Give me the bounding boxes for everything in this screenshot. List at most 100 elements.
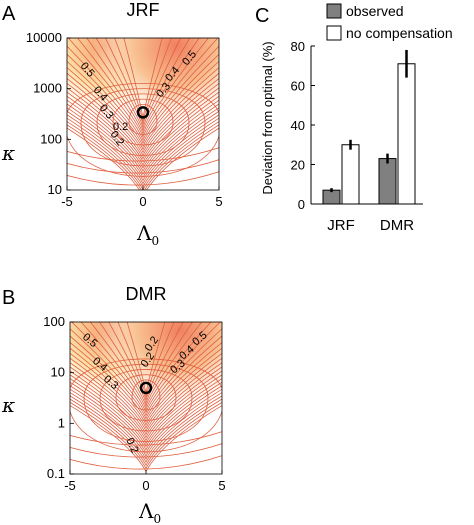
y-tick-label: 1 bbox=[58, 415, 65, 430]
legend-c: observed no compensation bbox=[326, 3, 453, 41]
legend-swatch-observed bbox=[326, 3, 342, 19]
contour-line bbox=[70, 443, 222, 458]
y-axis-label-a: κ bbox=[1, 141, 15, 165]
contour-line bbox=[67, 95, 219, 169]
y-tick-label: 100 bbox=[40, 131, 62, 146]
y-axis-label-c: Deviation from optimal (%) bbox=[260, 41, 275, 194]
contour-line bbox=[77, 38, 209, 136]
y-tick-label: 1000 bbox=[33, 81, 62, 96]
contour-loop bbox=[83, 363, 209, 442]
contour-line bbox=[67, 110, 219, 182]
contour-line bbox=[117, 322, 175, 398]
x-axis-label-b: Λ0 bbox=[138, 499, 161, 525]
contour-line bbox=[67, 91, 219, 166]
contour-value-label: 0.2 bbox=[113, 121, 128, 133]
contour-line bbox=[70, 335, 222, 420]
x-tick-label: 5 bbox=[218, 478, 225, 493]
y-tick-label: 10 bbox=[51, 365, 65, 380]
bar-no-compensation bbox=[341, 144, 360, 205]
optimum-marker-b bbox=[139, 381, 153, 395]
legend-label-observed: observed bbox=[346, 3, 404, 19]
panel-title-b: DMR bbox=[126, 284, 167, 304]
contour-line bbox=[67, 53, 219, 145]
contour-line bbox=[67, 114, 219, 185]
category-label: JRF bbox=[327, 217, 355, 234]
contour-loop bbox=[70, 358, 222, 453]
contour-line bbox=[71, 322, 221, 414]
y-tick-label: 40 bbox=[291, 118, 305, 133]
y-tick-label: 20 bbox=[291, 158, 305, 173]
contour-line bbox=[70, 388, 222, 457]
panel-c: C Deviation from optimal (%) 0 20 40 60 80 J… bbox=[255, 3, 453, 234]
y-tick-label: 100 bbox=[43, 314, 65, 329]
y-axis-label-b: κ bbox=[1, 393, 15, 417]
heatmap-b bbox=[70, 322, 222, 474]
contour-line bbox=[70, 431, 222, 446]
contour-line bbox=[99, 322, 193, 405]
contour-line bbox=[70, 385, 222, 454]
panel-letter-b: B bbox=[2, 287, 15, 309]
contour-loop bbox=[99, 369, 193, 432]
panel-title-a: JRF bbox=[127, 0, 160, 20]
contour-line bbox=[108, 322, 184, 401]
contour-line bbox=[70, 370, 222, 442]
contour-lines-b bbox=[70, 322, 222, 473]
contour-line bbox=[67, 103, 219, 176]
contour-line bbox=[67, 38, 219, 139]
contour-line bbox=[67, 159, 219, 174]
bar-no-compensation bbox=[397, 63, 416, 205]
contour-line bbox=[70, 398, 222, 467]
contour-line bbox=[67, 107, 219, 179]
y-tick-label: 10000 bbox=[26, 30, 62, 45]
axis-ticks-a: -5 0 5 10 100 1000 10000 bbox=[26, 30, 223, 209]
optimum-marker-a bbox=[136, 106, 150, 119]
category-label: DMR bbox=[380, 217, 414, 234]
y-tick-label: 80 bbox=[291, 39, 305, 54]
contour-line bbox=[67, 82, 219, 160]
contour-line bbox=[70, 401, 222, 470]
contour-line bbox=[70, 378, 222, 448]
contour-line bbox=[70, 392, 222, 460]
legend-label-no-compensation: no compensation bbox=[346, 25, 453, 41]
contour-line bbox=[89, 322, 203, 408]
y-tick-label: 0 bbox=[298, 197, 305, 212]
contour-line bbox=[70, 347, 222, 426]
contour-line bbox=[70, 342, 222, 423]
contour-line bbox=[67, 87, 219, 163]
contour-line bbox=[70, 395, 222, 463]
contour-line bbox=[70, 362, 222, 436]
heatmap-a bbox=[67, 38, 219, 190]
contour-loop bbox=[128, 104, 158, 135]
contour-value-label: 0.2 bbox=[123, 436, 140, 455]
contour-loop bbox=[112, 98, 174, 146]
contour-line bbox=[67, 67, 219, 151]
bar-observed bbox=[378, 158, 397, 205]
contour-line bbox=[70, 374, 222, 445]
y-tick-label: 10 bbox=[48, 182, 62, 197]
contour-loop bbox=[80, 88, 206, 167]
contour-loop bbox=[115, 374, 177, 421]
x-tick-label: 0 bbox=[142, 478, 149, 493]
contour-line bbox=[70, 455, 222, 470]
contour-line bbox=[70, 328, 222, 417]
contour-loop bbox=[96, 93, 190, 156]
contour-line bbox=[67, 45, 219, 142]
contour-loop bbox=[67, 83, 219, 177]
x-tick-label: 0 bbox=[139, 194, 146, 209]
contour-line bbox=[67, 60, 219, 148]
x-tick-label: 5 bbox=[215, 194, 222, 209]
contour-line bbox=[114, 38, 172, 122]
contour-line bbox=[67, 147, 219, 162]
y-tick-label: 60 bbox=[291, 79, 305, 94]
contour-line bbox=[104, 38, 182, 125]
contour-line bbox=[67, 171, 219, 186]
contour-line bbox=[70, 366, 222, 439]
panel-letter-c: C bbox=[255, 5, 269, 27]
bar-observed bbox=[322, 189, 341, 205]
panel-letter-a: A bbox=[2, 3, 16, 25]
contour-line bbox=[67, 72, 219, 154]
contour-line bbox=[86, 38, 200, 133]
